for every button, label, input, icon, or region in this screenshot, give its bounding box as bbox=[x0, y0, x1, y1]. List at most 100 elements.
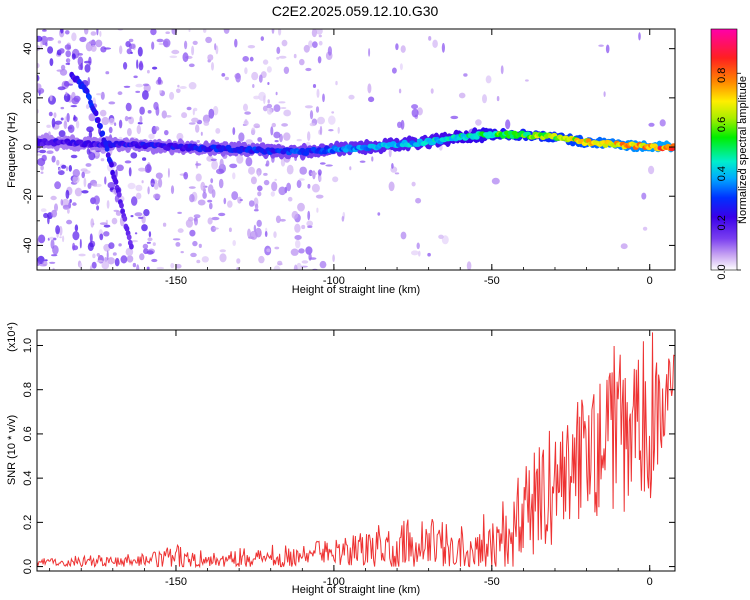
heatmap-noise-cell bbox=[126, 255, 134, 263]
heatmap-chirp-cell bbox=[113, 178, 119, 185]
heatmap-noise-cell bbox=[291, 210, 299, 220]
heatmap-noise-cell bbox=[188, 29, 191, 32]
heatmap-chirp-cell bbox=[105, 152, 111, 159]
heatmap-noise-cell bbox=[229, 163, 238, 169]
heatmap-noise-cell bbox=[283, 109, 292, 117]
heatmap-noise-cell bbox=[72, 169, 81, 178]
heatmap-noise-cell bbox=[318, 34, 322, 38]
heatmap-noise-cell bbox=[195, 173, 202, 182]
heatmap-noise-cell bbox=[56, 159, 60, 166]
x-tick-label: -150 bbox=[165, 576, 187, 588]
heatmap-noise-cell bbox=[200, 181, 206, 191]
heatmap-noise-cell bbox=[303, 44, 310, 53]
heatmap-noise-cell bbox=[253, 209, 259, 212]
heatmap-noise-cell bbox=[104, 176, 107, 185]
heatmap-noise-cell bbox=[99, 233, 104, 241]
heatmap-noise-cell bbox=[400, 45, 406, 53]
heatmap-noise-cell bbox=[103, 231, 110, 237]
heatmap-noise-cell bbox=[165, 31, 170, 34]
x-tick-label: -50 bbox=[484, 576, 500, 588]
heatmap-noise-cell bbox=[169, 91, 175, 100]
heatmap-noise-cell bbox=[126, 128, 132, 137]
heatmap-noise-cell bbox=[108, 101, 116, 105]
heatmap-noise-cell bbox=[51, 155, 56, 163]
heatmap-noise-cell bbox=[192, 40, 198, 46]
heatmap-noise-cell bbox=[244, 67, 248, 75]
heatmap-noise-cell bbox=[57, 40, 62, 44]
heatmap-noise-cell bbox=[186, 106, 192, 111]
heatmap-noise-cell bbox=[123, 85, 131, 88]
heatmap-noise-cell bbox=[485, 75, 492, 84]
heatmap-noise-cell bbox=[278, 29, 282, 36]
heatmap-noise-cell bbox=[135, 184, 143, 192]
heatmap-noise-cell bbox=[67, 208, 70, 214]
heatmap-noise-cell bbox=[482, 94, 487, 104]
heatmap-noise-cell bbox=[328, 115, 336, 125]
heatmap-noise-cell bbox=[151, 182, 154, 186]
heatmap-chirp-cell bbox=[87, 94, 92, 101]
heatmap-noise-cell bbox=[304, 105, 313, 109]
heatmap-noise-cell bbox=[136, 59, 139, 69]
heatmap-noise-cell bbox=[253, 95, 260, 100]
heatmap-noise-cell bbox=[274, 178, 278, 181]
heatmap-chirp-cell bbox=[93, 110, 99, 117]
heatmap-noise-cell bbox=[438, 234, 444, 239]
heatmap-noise-cell bbox=[331, 111, 335, 114]
heatmap-noise-cell bbox=[210, 178, 214, 184]
heatmap-noise-cell bbox=[125, 247, 134, 257]
heatmap-noise-cell bbox=[71, 97, 80, 105]
heatmap-noise-cell bbox=[179, 86, 187, 89]
heatmap-noise-cell bbox=[139, 115, 143, 124]
heatmap-noise-cell bbox=[170, 262, 175, 269]
heatmap-noise-cell bbox=[99, 30, 102, 37]
heatmap-noise-cell bbox=[105, 71, 110, 75]
heatmap-noise-cell bbox=[349, 166, 352, 171]
heatmap-noise-cell bbox=[332, 254, 335, 262]
heatmap-noise-cell bbox=[254, 203, 259, 211]
heatmap-noise-cell bbox=[427, 252, 431, 257]
heatmap-noise-cell bbox=[59, 236, 62, 239]
chart-title: C2E2.2025.059.12.10.G30 bbox=[272, 3, 439, 19]
heatmap-noise-cell bbox=[659, 119, 666, 127]
heatmap-noise-cell bbox=[57, 86, 66, 91]
heatmap-noise-cell bbox=[371, 156, 374, 162]
heatmap-noise-cell bbox=[260, 36, 264, 41]
heatmap-noise-cell bbox=[256, 219, 262, 227]
heatmap-noise-cell bbox=[55, 225, 60, 235]
heatmap-noise-cell bbox=[189, 229, 196, 237]
heatmap-noise-cell bbox=[242, 56, 249, 62]
heatmap-noise-cell bbox=[249, 56, 254, 62]
heatmap-noise-cell bbox=[308, 40, 313, 48]
heatmap-noise-cell bbox=[432, 39, 438, 48]
heatmap-noise-cell bbox=[368, 96, 375, 103]
heatmap-noise-cell bbox=[458, 92, 466, 99]
heatmap-noise-cell bbox=[430, 88, 434, 94]
heatmap-noise-cell bbox=[266, 160, 270, 167]
heatmap-noise-cell bbox=[86, 126, 94, 133]
heatmap-noise-cell bbox=[281, 123, 288, 127]
heatmap-noise-cell bbox=[175, 242, 181, 247]
heatmap-noise-cell bbox=[123, 62, 128, 70]
heatmap-noise-cell bbox=[253, 224, 257, 232]
heatmap-chirp-cell bbox=[100, 130, 106, 137]
heatmap-noise-cell bbox=[207, 199, 213, 203]
heatmap-noise-cell bbox=[90, 31, 97, 36]
heatmap-noise-cell bbox=[124, 115, 129, 122]
heatmap-noise-cell bbox=[141, 180, 144, 184]
heatmap-noise-cell bbox=[164, 130, 169, 136]
heatmap-noise-cell bbox=[273, 131, 281, 139]
heatmap-noise-cell bbox=[316, 88, 320, 98]
heatmap-noise-cell bbox=[266, 66, 272, 73]
heatmap-noise-cell bbox=[192, 240, 198, 247]
heatmap-noise-cell bbox=[315, 106, 320, 113]
heatmap-noise-cell bbox=[132, 262, 137, 268]
heatmap-noise-cell bbox=[183, 171, 189, 180]
heatmap-noise-cell bbox=[66, 112, 70, 123]
heatmap-y-ticks: -40 -20 0 20 40 bbox=[22, 43, 675, 271]
heatmap-noise-cell bbox=[295, 239, 301, 249]
colorbar-tick-label: 0.0 bbox=[716, 264, 728, 279]
heatmap-noise-cell bbox=[184, 40, 188, 50]
heatmap-noise-cell bbox=[75, 120, 80, 129]
heatmap-noise-cell bbox=[638, 32, 641, 41]
heatmap-noise-cell bbox=[158, 42, 165, 46]
